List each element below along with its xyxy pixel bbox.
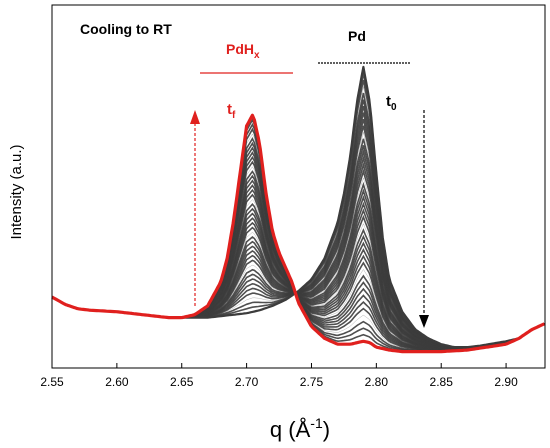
plot-frame — [51, 4, 546, 369]
annotation-pdhx: PdHx — [226, 41, 260, 61]
x-tick-label: 2.60 — [105, 375, 129, 389]
intermediate-curve — [51, 161, 545, 350]
x-axis-label-unit: Å — [296, 417, 311, 442]
intermediate-curve — [51, 86, 545, 348]
intermediate-curve — [51, 146, 545, 352]
annotation-t0-sub: 0 — [391, 102, 397, 113]
intermediate-curve — [51, 170, 545, 351]
x-tick-label: 2.55 — [40, 375, 64, 389]
annotation-t0: t0 — [386, 93, 397, 113]
red-arrow-up — [190, 110, 200, 306]
intermediate-curve — [51, 177, 545, 349]
intermediate-curve — [51, 99, 545, 349]
annotation-t0-main: t — [386, 93, 391, 110]
intermediate-curve — [51, 145, 545, 349]
x-tick-label: 2.65 — [170, 375, 194, 389]
x-tick-label: 2.75 — [300, 375, 324, 389]
intermediate-curve — [51, 122, 545, 352]
intermediate-curve — [51, 181, 545, 350]
intermediate-curve — [51, 132, 545, 349]
intermediate-curve — [51, 188, 545, 350]
y-axis-label: Intensity (a.u.) — [8, 144, 25, 239]
black-arrow-down — [419, 110, 429, 328]
x-axis-label-close-paren: ) — [323, 417, 330, 442]
intermediate-curve — [51, 160, 545, 351]
intermediate-curve — [51, 168, 545, 350]
x-tick-label: 2.90 — [494, 375, 518, 389]
intermediate-curve — [51, 207, 545, 350]
intermediate-curve — [51, 193, 545, 351]
intermediate-curve — [51, 118, 545, 353]
intermediate-curve — [51, 201, 545, 350]
intermediate-curve — [51, 199, 545, 350]
intermediate-curve — [51, 151, 545, 351]
annotation-tf: tf — [227, 101, 236, 121]
intermediate-curve — [51, 125, 545, 349]
x-axis-ticks: 2.55 2.60 2.65 2.70 2.75 2.80 2.85 2.90 — [40, 363, 518, 389]
annotation-pdhx-main: PdH — [226, 41, 254, 57]
intermediate-curve — [51, 92, 545, 349]
intermediate-curve — [51, 166, 545, 350]
intermediate-curve — [51, 188, 545, 351]
x-axis-label-exponent: -1 — [310, 415, 323, 431]
annotation-tf-main: t — [227, 101, 232, 118]
intermediate-curve — [51, 202, 545, 350]
intermediate-curve — [51, 138, 545, 349]
intermediate-curve — [51, 113, 545, 353]
annotation-pd: Pd — [348, 28, 366, 44]
series-tf-curve — [51, 113, 546, 354]
annotation-tf-sub: f — [232, 110, 236, 121]
intermediate-curve — [51, 148, 545, 350]
x-axis-label-q: q — [270, 417, 282, 442]
intermediate-curve — [51, 174, 545, 351]
intermediate-curve — [51, 73, 545, 348]
intermediate-curve — [51, 133, 545, 352]
intermediate-curve — [51, 155, 545, 350]
x-axis-label: q (Å-1) — [270, 415, 330, 442]
intermediate-curve — [51, 137, 545, 352]
annotation-pdhx-sub: x — [254, 50, 260, 61]
x-axis-label-open-paren: ( — [288, 417, 296, 442]
x-tick-label: 2.80 — [365, 375, 389, 389]
x-tick-label: 2.85 — [430, 375, 454, 389]
intermediate-curve — [51, 155, 545, 351]
x-tick-label: 2.70 — [235, 375, 259, 389]
data-curves — [51, 65, 546, 354]
intermediate-curve — [51, 79, 545, 349]
intermediate-curve — [51, 184, 545, 351]
intermediate-curve — [51, 141, 545, 352]
intermediate-curve — [51, 194, 545, 350]
intermediate-curve — [51, 127, 545, 352]
annotation-cooling-to-rt: Cooling to RT — [80, 21, 172, 37]
intermediate-curves-fan — [51, 66, 545, 353]
intermediate-curve — [51, 179, 545, 351]
